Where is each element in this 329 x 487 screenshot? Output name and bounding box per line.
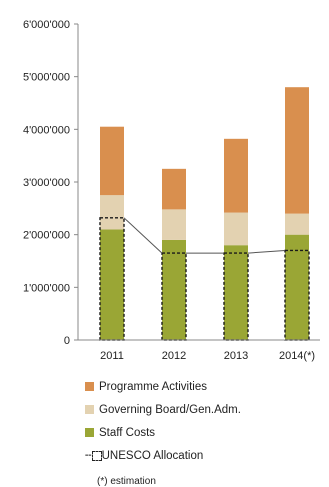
bar-segment [224, 245, 248, 340]
x-tick-label: 2012 [162, 350, 186, 362]
legend-label-allocation: UNESCO Allocation [101, 449, 204, 462]
y-tick-label: 6'000'000 [23, 19, 70, 31]
bars [100, 87, 309, 340]
allocation-connector [247, 249, 286, 254]
x-tick-label: 2013 [224, 350, 248, 362]
bar-segment [162, 168, 186, 210]
legend: Programme Activities Governing Board/Gen… [85, 375, 241, 467]
legend-swatch-allocation [91, 450, 102, 461]
allocation-overlay [99, 217, 310, 341]
bar-segment [285, 87, 309, 214]
y-tick-label: 2'000'000 [23, 230, 70, 242]
allocation-box [99, 217, 125, 341]
bar-segment [162, 209, 186, 240]
x-tick-label: 2014(*) [279, 350, 315, 362]
y-tick-label: 3'000'000 [23, 177, 70, 189]
bar-segment [285, 213, 309, 235]
y-tick-label: 0 [64, 335, 70, 347]
bar-segment [100, 229, 124, 340]
y-tick-label: 5'000'000 [23, 72, 70, 84]
legend-item-staff: Staff Costs [85, 421, 241, 444]
x-tick-label: 2011 [100, 350, 124, 362]
legend-label-programme: Programme Activities [99, 380, 208, 393]
allocation-connector [123, 217, 163, 254]
legend-label-staff: Staff Costs [99, 426, 156, 439]
bar-segment [285, 234, 309, 340]
legend-item-allocation: ╌ UNESCO Allocation [85, 449, 204, 463]
bar-segment [100, 195, 124, 230]
y-axis: 0 1'000'000 2'000'000 3'000'000 4'000'000 5'0… [23, 19, 79, 347]
bar-segment [162, 239, 186, 340]
x-axis: 2011 2012 2013 2014(*) [78, 339, 320, 362]
bar-segment [100, 126, 124, 196]
legend-swatch-programme [85, 382, 94, 391]
legend-label-governing: Governing Board/Gen.Adm. [99, 403, 241, 416]
legend-item-programme: Programme Activities [85, 375, 241, 398]
y-tick-label: 4'000'000 [23, 124, 70, 136]
legend-swatch-staff [85, 428, 94, 437]
y-tick-label: 1'000'000 [23, 282, 70, 294]
legend-swatch-governing [85, 405, 94, 414]
bar-segment [224, 138, 248, 213]
bar-segment [224, 212, 248, 246]
legend-item-governing: Governing Board/Gen.Adm. [85, 398, 241, 421]
estimation-note: (*) estimation [97, 476, 156, 487]
